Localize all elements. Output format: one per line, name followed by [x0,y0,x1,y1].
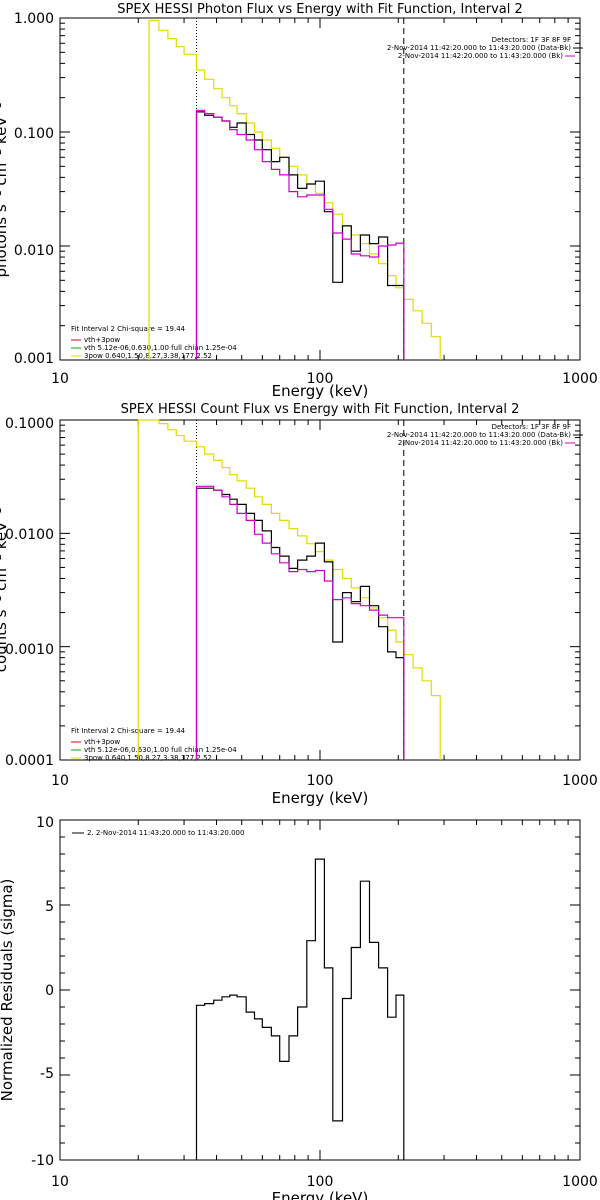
x-tick-label: 100 [307,773,334,789]
y-tick-label: 0.001 [14,351,54,367]
legend-entry-data: 2-Nov-2014 11:42:20.000 to 11:43:20.000 … [387,431,571,439]
legend-fit-function: vth+3pow [84,738,120,746]
x-axis-label: Energy (keV) [272,789,369,807]
y-tick-label: -10 [31,1153,54,1169]
series-line-background [195,485,405,760]
y-tick-label: 10 [36,815,54,831]
x-axis-label: Energy (keV) [272,382,369,400]
legend-entry-residual: 2. 2-Nov-2014 11:43:20.000 to 11:43:20.0… [87,829,244,837]
plot-frame [59,17,581,361]
legend-vth-params: vth 5.12e-06,0.630,1.00 full chian 1.25e… [84,344,237,352]
plot-frame [59,819,581,1161]
y-axis-label: photons s⁻¹ cm⁻² keV⁻¹ [0,103,10,278]
legend-vth-params: vth 5.12e-06,0.630,1.00 full chian 1.25e… [84,746,237,754]
legend-3pow-params: 3pow 0.640,1.50,8.27,3.38,177,2.52 [84,352,212,360]
series-line-fit [148,19,441,360]
y-tick-label: 0 [45,983,54,999]
legend-fit-function: vth+3pow [84,336,120,344]
chart-title: SPEX HESSI Photon Flux vs Energy with Fi… [117,2,523,17]
x-tick-label: 10 [51,1174,69,1190]
y-tick-label: 0.010 [14,243,54,259]
y-tick-label: 5 [45,899,54,915]
chart-title: SPEX HESSI Count Flux vs Energy with Fit… [121,402,520,417]
x-tick-label: 1000 [562,371,598,387]
y-tick-label: 0.1000 [5,416,54,432]
x-tick-label: 10 [51,371,69,387]
x-axis-label: Energy (keV) [272,1189,369,1200]
y-tick-label: -5 [40,1066,54,1082]
legend-detectors: Detectors: 1F 3F 8F 9F [492,36,571,44]
x-tick-label: 10 [51,773,69,789]
series-line-data [195,487,405,760]
y-tick-label: 1.000 [14,11,54,27]
legend-entry-bk: 2-Nov-2014 11:42:20.000 to 11:43:20.000 … [398,439,563,447]
series-line-background [195,109,405,360]
residuals-chart: Energy (keV) Normalized Residuals (sigma… [0,815,598,1200]
legend-detectors: Detectors: 1F 3F 8F 9F [492,423,571,431]
legend-3pow-params: 3pow 0.640,1.50,8.27,3.38,177,2.52 [84,754,212,762]
x-tick-label: 100 [307,1174,334,1190]
y-axis-label: counts s⁻¹ cm⁻² keV⁻¹ [0,508,10,673]
count-flux-chart: SPEX HESSI Count Flux vs Energy with Fit… [0,402,598,807]
y-axis-label: Normalized Residuals (sigma) [0,879,16,1102]
legend-fit-interval: Fit Interval 2 Chi-square = 19.44 [71,727,186,735]
y-tick-label: 0.100 [14,126,54,142]
series-line-fit [137,419,441,760]
x-tick-label: 1000 [562,773,598,789]
series-line-data [195,858,405,1160]
x-tick-label: 1000 [562,1174,598,1190]
x-tick-label: 100 [307,371,334,387]
legend-fit-interval: Fit Interval 2 Chi-square = 19.44 [71,325,186,333]
legend-entry-bk: 2-Nov-2014 11:42:20.000 to 11:43:20.000 … [398,52,563,60]
legend-entry-data: 2-Nov-2014 11:42:20.000 to 11:43:20.000 … [387,44,571,52]
y-tick-label: 0.0001 [5,753,54,769]
y-tick-label: 0.0010 [5,642,54,658]
photon-flux-chart: SPEX HESSI Photon Flux vs Energy with Fi… [0,2,598,400]
y-tick-label: 0.0100 [5,527,54,543]
series-line-data [195,111,405,360]
